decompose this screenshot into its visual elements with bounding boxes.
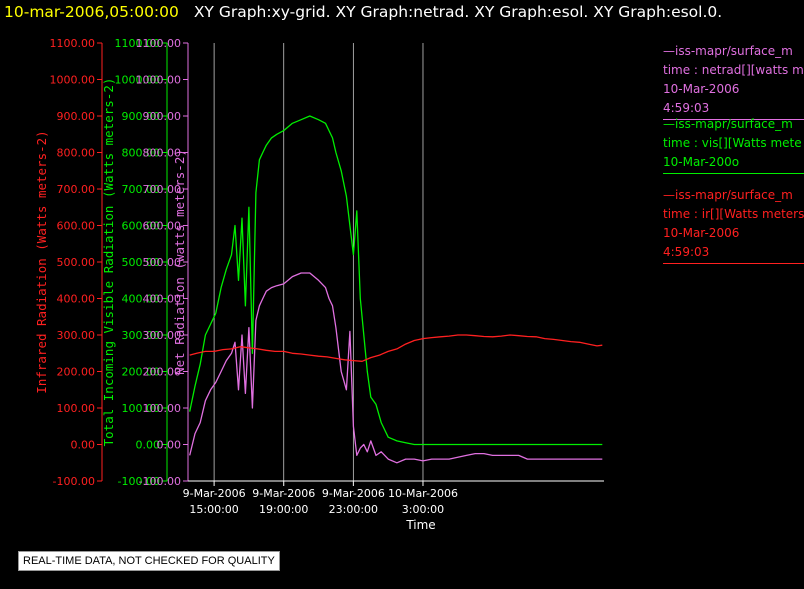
legend-text: 10-Mar-200o [663, 155, 740, 169]
graph-list: XY Graph:xy-grid. XY Graph:netrad. XY Gr… [193, 3, 723, 21]
y-axis-label: Infrared Radiation (Watts meters-2) [34, 130, 49, 393]
timestamp: 10-mar-2006,05:00:00 [4, 3, 179, 21]
y-tick-label: 1000.00 [136, 74, 182, 87]
x-tick-label: 3:00:00 [402, 503, 444, 516]
y-tick-label: 300.00 [122, 329, 161, 342]
y-tick-label: 500.00 [122, 256, 161, 269]
x-axis-label: Time [405, 518, 435, 532]
y-tick-label: 1100.00 [50, 37, 96, 50]
y-tick-label: 1100.00 [136, 37, 182, 50]
series-line-2 [189, 272, 603, 464]
legend-text: time : ir[][Watts meters [663, 207, 804, 221]
x-tick-label: 15:00:00 [189, 503, 238, 516]
y-axis-label: Total Incoming Visible Radiation (Watts … [101, 78, 116, 447]
y-tick-label: 400.00 [122, 293, 161, 306]
y-tick-label: -100.00 [53, 475, 95, 488]
legend-text: 4:59:03 [663, 101, 710, 115]
legend-separator [663, 173, 804, 174]
y-tick-label: 500.00 [143, 256, 182, 269]
legend-text: 10-Mar-2006 [663, 226, 740, 240]
y-tick-label: 800.00 [143, 147, 182, 160]
y-tick-label: 400.00 [57, 293, 96, 306]
y-tick-label: 800.00 [57, 147, 96, 160]
y-tick-label: 600.00 [57, 220, 96, 233]
y-tick-label: 700.00 [57, 183, 96, 196]
y-tick-label: 300.00 [143, 329, 182, 342]
legend-source: —iss-mapr/surface_m [663, 188, 793, 202]
x-tick-label: 19:00:00 [259, 503, 308, 516]
y-tick-label: 200.00 [57, 366, 96, 379]
y-tick-label: 1000.00 [115, 74, 161, 87]
x-tick-label: 9-Mar-2006 [322, 487, 385, 500]
y-tick-label: 800.00 [122, 147, 161, 160]
legend-source: —iss-mapr/surface_m [663, 117, 793, 131]
y-tick-label: 400.00 [143, 293, 182, 306]
legend-separator [663, 119, 804, 120]
y-tick-label: 1000.00 [50, 74, 96, 87]
y-tick-label: 900.00 [57, 110, 96, 123]
x-tick-label: 10-Mar-2006 [388, 487, 458, 500]
y-tick-label: 300.00 [57, 329, 96, 342]
legend-text: time : vis[][Watts mete [663, 136, 802, 150]
y-tick-label: -100.00 [118, 475, 160, 488]
y-tick-label: 900.00 [122, 110, 161, 123]
y-tick-label: 100.00 [143, 402, 182, 415]
y-tick-label: 600.00 [122, 220, 161, 233]
y-tick-label: 600.00 [143, 220, 182, 233]
y-tick-label: 200.00 [122, 366, 161, 379]
y-tick-label: 900.00 [143, 110, 182, 123]
chart-header: 10-mar-2006,05:00:00 XY Graph:xy-grid. X… [4, 3, 722, 21]
legend-text: 10-Mar-2006 [663, 82, 740, 96]
y-tick-label: 500.00 [57, 256, 96, 269]
y-tick-label: 200.00 [143, 366, 182, 379]
series-line-1 [189, 115, 603, 446]
y-tick-label: 0.00 [136, 439, 161, 452]
legend-text: 4:59:03 [663, 245, 710, 259]
y-tick-label: 1100.00 [115, 37, 161, 50]
quality-notice: REAL-TIME DATA, NOT CHECKED FOR QUALITY [18, 551, 280, 571]
x-tick-label: 9-Mar-2006 [183, 487, 246, 500]
y-tick-label: 0.00 [71, 439, 96, 452]
x-tick-label: 9-Mar-2006 [252, 487, 315, 500]
legend-source: —iss-mapr/surface_m [663, 44, 793, 58]
legend-separator [663, 263, 804, 264]
series-line-3 [189, 334, 603, 362]
y-tick-label: 0.00 [157, 439, 182, 452]
y-axis-label: Net Radiation (watts meters-2) [172, 149, 187, 375]
y-tick-label: 700.00 [143, 183, 182, 196]
y-tick-label: -100.00 [139, 475, 181, 488]
y-tick-label: 100.00 [57, 402, 96, 415]
legend-text: time : netrad[][watts me [663, 63, 804, 77]
x-tick-label: 23:00:00 [329, 503, 378, 516]
y-tick-label: 700.00 [122, 183, 161, 196]
y-tick-label: 100.00 [122, 402, 161, 415]
